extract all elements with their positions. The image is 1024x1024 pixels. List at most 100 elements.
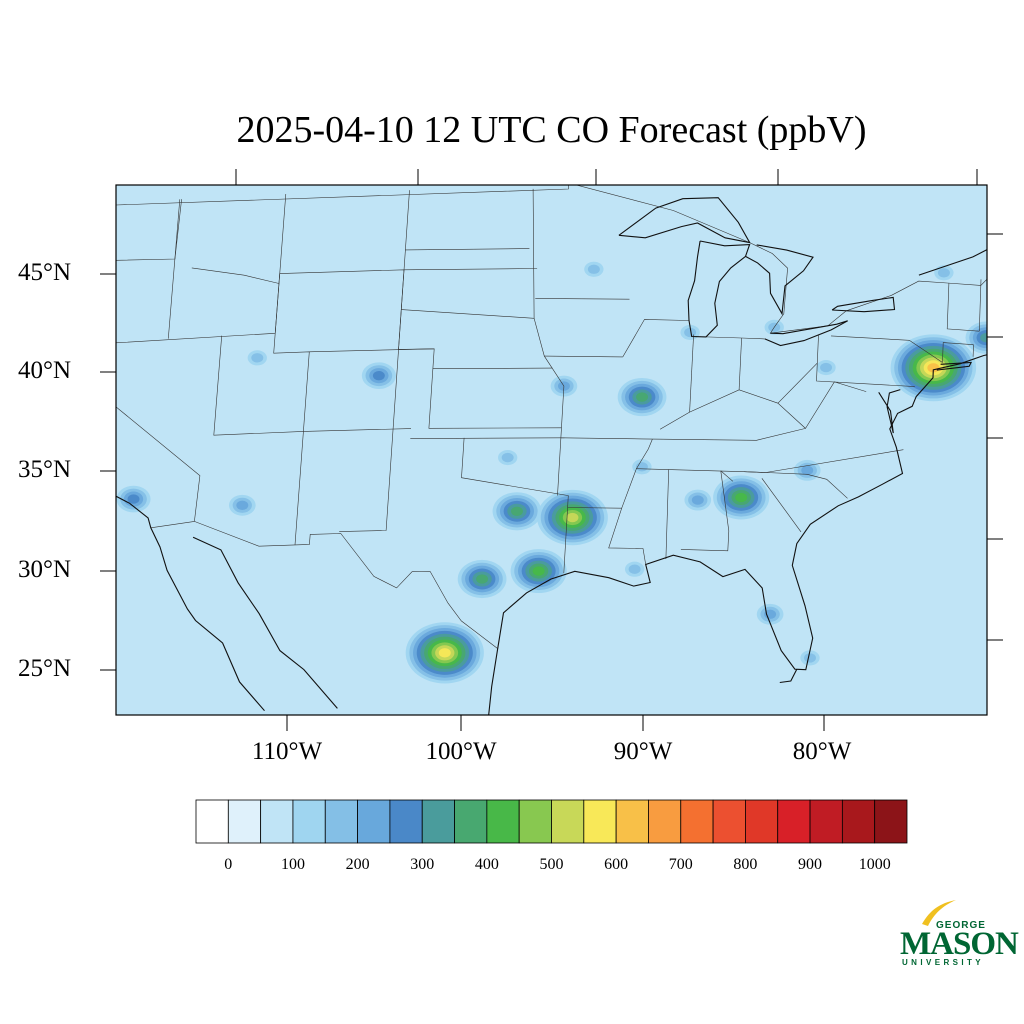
colorbar-swatch (227, 799, 262, 844)
logo-george: GEORGE (936, 920, 986, 931)
colorbar-swatch (518, 799, 552, 844)
boundary-line (622, 319, 690, 358)
co-hotspot (492, 492, 542, 531)
boundary-line (777, 362, 818, 404)
co-hotspot (624, 561, 645, 577)
boundary-line (560, 437, 653, 440)
coastline (488, 648, 499, 715)
colorbar-swatch (389, 799, 423, 844)
colorbar-swatch (648, 799, 682, 844)
boundary-line (405, 248, 530, 251)
coastline (116, 495, 265, 712)
boundary-line (191, 267, 280, 284)
boundary-line (403, 268, 538, 271)
plot-background (116, 185, 987, 715)
boundary-line (213, 335, 412, 436)
coastline (764, 320, 848, 347)
co-hotspot (793, 459, 821, 481)
boundary-line (946, 283, 980, 332)
colorbar-swatch (421, 799, 455, 844)
boundary-line (401, 309, 535, 319)
colorbar-swatch (292, 799, 326, 844)
boundary-line (116, 185, 948, 334)
boundary-line (309, 348, 435, 353)
colorbar-tick-label: 200 (345, 856, 370, 873)
colorbar-tick-label: 100 (281, 856, 305, 873)
co-hotspot (756, 603, 784, 625)
colorbar-swatch (583, 799, 617, 844)
boundary-line (720, 470, 734, 482)
co-hotspot (361, 362, 396, 389)
logo-swoosh-icon (922, 900, 956, 926)
co-hotspot (537, 489, 608, 546)
lon-label: 110°W (251, 738, 323, 765)
boundary-line (816, 335, 915, 387)
boundary-line (942, 342, 974, 363)
colorbar (195, 799, 908, 844)
co-hotspot (228, 494, 256, 516)
map-title: 2025-04-10 12 UTC CO Forecast (ppbV) (236, 109, 867, 151)
colorbar-swatch (260, 799, 294, 844)
colorbar-tick-label: 500 (539, 856, 564, 873)
co-hotspot (510, 549, 567, 594)
co-hotspot (684, 489, 712, 511)
lon-label: 80°W (792, 738, 852, 765)
boundary-line (947, 278, 987, 286)
co-hotspot (498, 449, 518, 466)
logo-university: UNIVERSITY (902, 958, 985, 967)
boundary-line (738, 337, 742, 390)
coastline (878, 389, 901, 434)
colorbar-swatch (680, 799, 714, 844)
colorbar-swatch (841, 799, 876, 844)
boundary-line (535, 298, 630, 300)
boundary-line (693, 336, 765, 340)
colorbar-swatch (195, 799, 229, 844)
boundary-line (689, 334, 694, 413)
colorbar-swatch (777, 799, 811, 844)
boundary-line (805, 381, 867, 429)
coastline (497, 354, 987, 671)
colorbar-tick-label: 0 (224, 856, 233, 873)
co-hotspot (816, 359, 836, 376)
boundary-line (761, 478, 802, 533)
boundary-line (544, 355, 623, 358)
colorbar-swatch (357, 799, 391, 844)
co-hotspot (116, 485, 151, 513)
boundary-line (410, 437, 565, 439)
colorbar-swatch (615, 799, 649, 844)
co-hotspot (965, 321, 987, 354)
colorbar-tick-label: 300 (410, 856, 435, 873)
boundary-layer (116, 185, 987, 649)
colorbar-swatch (874, 799, 908, 844)
colorbar-tick-label: 900 (798, 856, 822, 873)
boundary-line (273, 193, 310, 545)
lat-label: 25°N (18, 655, 72, 682)
colorbar-swatch (745, 799, 779, 844)
boundary-line (168, 199, 181, 339)
co-hotspot (890, 334, 977, 402)
colorbar-swatch (712, 799, 746, 844)
axis-ticks (100, 169, 1003, 731)
boundary-line (830, 335, 943, 363)
coastline (779, 669, 798, 684)
co-hotspot (800, 650, 820, 666)
coastline (918, 249, 987, 276)
coastline (936, 361, 973, 371)
lat-label: 35°N (18, 456, 72, 483)
colorbar-swatch (454, 799, 488, 844)
lat-label: 30°N (18, 556, 72, 583)
lon-label: 90°W (613, 738, 673, 765)
colorbar-tick-label: 800 (733, 856, 758, 873)
colorbar-tick-label: 700 (668, 856, 693, 873)
co-hotspot (405, 622, 484, 684)
lat-label: 45°N (18, 259, 72, 286)
gmu-logo: GEORGE MASON UNIVERSITY (898, 898, 1019, 970)
co-hotspot (457, 559, 507, 599)
coastline (831, 296, 896, 313)
co-hotspot (247, 350, 267, 366)
boundary-line (567, 507, 622, 509)
colorbar-swatch (324, 799, 358, 844)
logo-mason: MASON (900, 926, 1019, 962)
lat-label: 40°N (18, 357, 72, 384)
boundary-line (116, 406, 201, 522)
